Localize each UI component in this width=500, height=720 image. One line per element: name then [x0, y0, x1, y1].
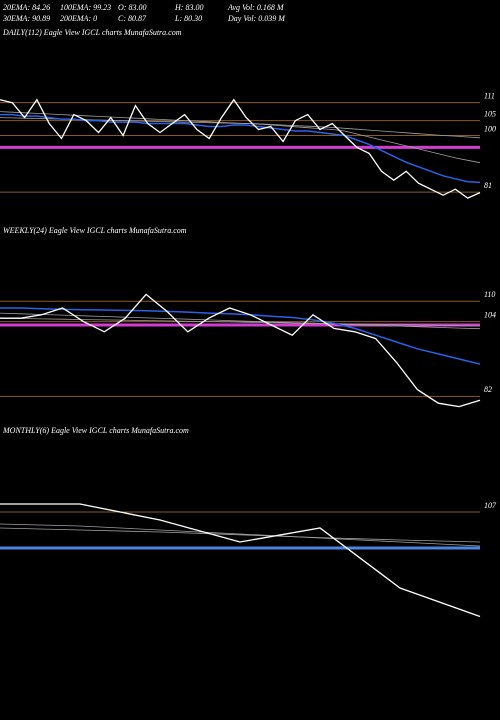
panel-title: DAILY(112) Eagle View IGCL charts Munafa…: [2, 28, 182, 37]
level-label: 82: [484, 385, 492, 394]
stat-text: O: 83.00: [118, 3, 146, 12]
stat-text: L: 80.30: [174, 14, 202, 23]
stat-text: 20EMA: 84.26: [3, 3, 50, 12]
series-line: [0, 527, 481, 543]
level-label: 110: [484, 290, 495, 299]
series-line: [0, 293, 481, 408]
series-line: [0, 307, 481, 365]
level-label: 104: [484, 310, 496, 319]
level-label: 81: [484, 181, 492, 190]
stat-text: 30EMA: 90.89: [2, 14, 50, 23]
stat-text: H: 83.00: [174, 3, 203, 12]
level-label: 100: [484, 124, 496, 133]
series-line: [0, 523, 481, 547]
panel-title: MONTHLY(6) Eagle View IGCL charts Munafa…: [2, 426, 189, 435]
series-line: [0, 98, 481, 199]
series-line: [0, 113, 481, 184]
stat-text: C: 80.87: [118, 14, 147, 23]
series-line: [0, 503, 481, 618]
panel-title: WEEKLY(24) Eagle View IGCL charts Munafa…: [3, 226, 187, 235]
stat-text: Day Vol: 0.039 M: [227, 14, 286, 23]
stat-text: 200EMA: 0: [60, 14, 97, 23]
level-label: 105: [484, 109, 496, 118]
stat-text: Avg Vol: 0.168 M: [227, 3, 285, 12]
level-label: 111: [484, 91, 495, 100]
level-label: 107: [484, 501, 497, 510]
series-line: [0, 312, 481, 330]
stat-text: 100EMA: 99.23: [60, 3, 111, 12]
